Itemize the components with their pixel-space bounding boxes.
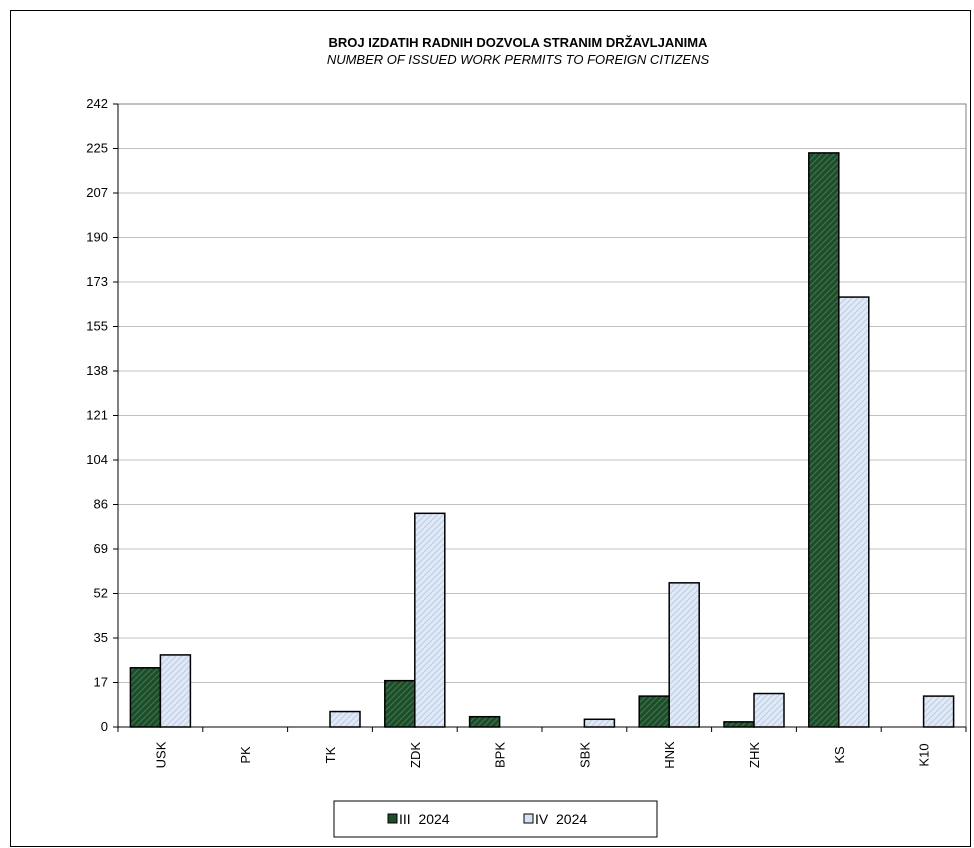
chart-frame: BROJ IZDATIH RADNIH DOZVOLA STRANIM DRŽA… — [10, 10, 971, 847]
bars — [129, 152, 955, 728]
y-tick-label: 207 — [86, 185, 108, 200]
bar-hnk-series-1 — [638, 695, 670, 728]
y-tick-label: 225 — [86, 141, 108, 156]
x-axis-tick-labels: USK PK TK ZDK BPK SBK HNK ZHK KS K10 — [153, 741, 931, 769]
bar-tk-series-2 — [329, 710, 361, 728]
y-tick-label: 138 — [86, 363, 108, 378]
legend-label-series-2: IV 2024 — [535, 811, 587, 827]
bar-usk-series-1 — [129, 667, 162, 728]
bar-zhk-series-1 — [723, 721, 755, 728]
legend-label-series-1: III 2024 — [399, 811, 450, 827]
x-tick-label-pk: PK — [238, 746, 253, 764]
y-tick-label: 52 — [94, 586, 108, 601]
y-tick-label: 190 — [86, 230, 108, 245]
y-tick-label: 121 — [86, 408, 108, 423]
x-tick-label-sbk: SBK — [577, 742, 592, 768]
x-tick-label-tk: TK — [323, 746, 338, 763]
y-tick-label: 173 — [86, 274, 108, 289]
bar-zhk-series-2 — [753, 692, 785, 728]
x-tick-label-k10: K10 — [917, 743, 932, 766]
x-tick-label-zhk: ZHK — [747, 742, 762, 768]
bar-k10-series-2 — [922, 695, 955, 728]
y-tick-label: 86 — [94, 497, 108, 512]
legend-swatch-series-1 — [387, 813, 398, 824]
bar-ks-series-1 — [808, 152, 840, 728]
bar-bpk-series-1 — [468, 715, 501, 728]
x-tick-label-hnk: HNK — [662, 741, 677, 769]
y-axis-tick-labels: 0 17 35 52 69 86 104 121 138 155 173 190 207 225 242 — [86, 96, 108, 734]
bar-usk-series-2 — [159, 654, 192, 728]
y-tick-label: 155 — [86, 319, 108, 334]
y-tick-label: 69 — [94, 541, 108, 556]
x-tick-label-zdk: ZDK — [408, 742, 423, 768]
x-tick-label-usk: USK — [153, 741, 168, 768]
bar-chart: BROJ IZDATIH RADNIH DOZVOLA STRANIM DRŽA… — [86, 35, 967, 838]
y-tick-label: 35 — [94, 630, 108, 645]
chart-title: BROJ IZDATIH RADNIH DOZVOLA STRANIM DRŽA… — [329, 35, 709, 50]
bar-zdk-series-2 — [414, 512, 446, 728]
y-tick-label: 104 — [86, 452, 108, 467]
x-tick-label-ks: KS — [832, 746, 847, 764]
y-tick-label: 17 — [94, 675, 108, 690]
bar-ks-series-2 — [838, 296, 870, 728]
y-tick-label: 242 — [86, 96, 108, 111]
bar-sbk-series-2 — [583, 718, 616, 728]
chart-subtitle: NUMBER OF ISSUED WORK PERMITS TO FOREIGN… — [327, 52, 710, 67]
y-tick-label: 0 — [101, 719, 108, 734]
legend-swatch-series-2 — [523, 813, 534, 824]
axes — [113, 103, 967, 732]
legend-box — [333, 800, 658, 838]
bar-hnk-series-2 — [668, 582, 700, 728]
legend: III 2024 IV 2024 — [333, 800, 658, 838]
x-tick-label-bpk: BPK — [493, 742, 508, 768]
bar-zdk-series-1 — [384, 679, 416, 728]
